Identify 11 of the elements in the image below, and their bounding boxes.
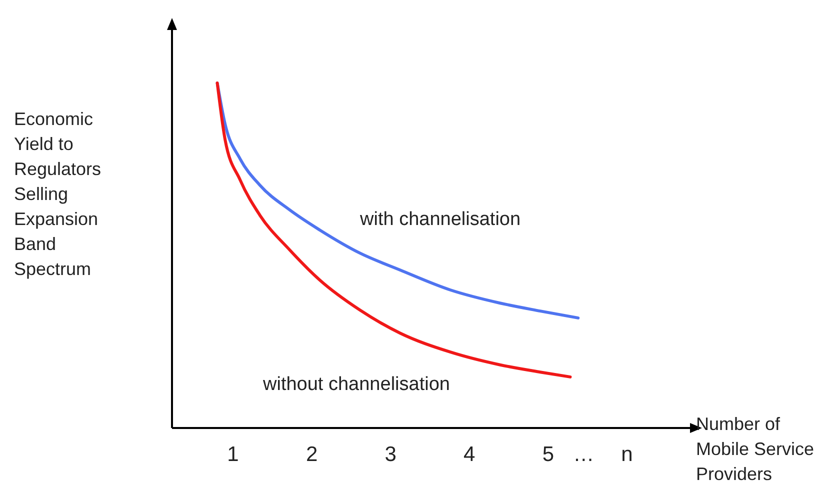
x-tick-label: 4 [464,442,476,466]
x-tick-label: 5 [542,442,554,466]
series-label: with channelisation [359,209,521,230]
y-axis-title: Economic Yield to Regulators Selling Expansion Band Spectrum [14,109,102,279]
x-tick-label: 1 [227,442,239,466]
x-tick-label: … [573,442,594,466]
x-tick-label: n [621,442,633,466]
series-label: without channelisation [262,374,450,395]
x-axis-title: Number of Mobile Service Providers [696,414,814,481]
x-tick-label: 3 [384,442,396,466]
x-tick-label: 2 [306,442,318,466]
